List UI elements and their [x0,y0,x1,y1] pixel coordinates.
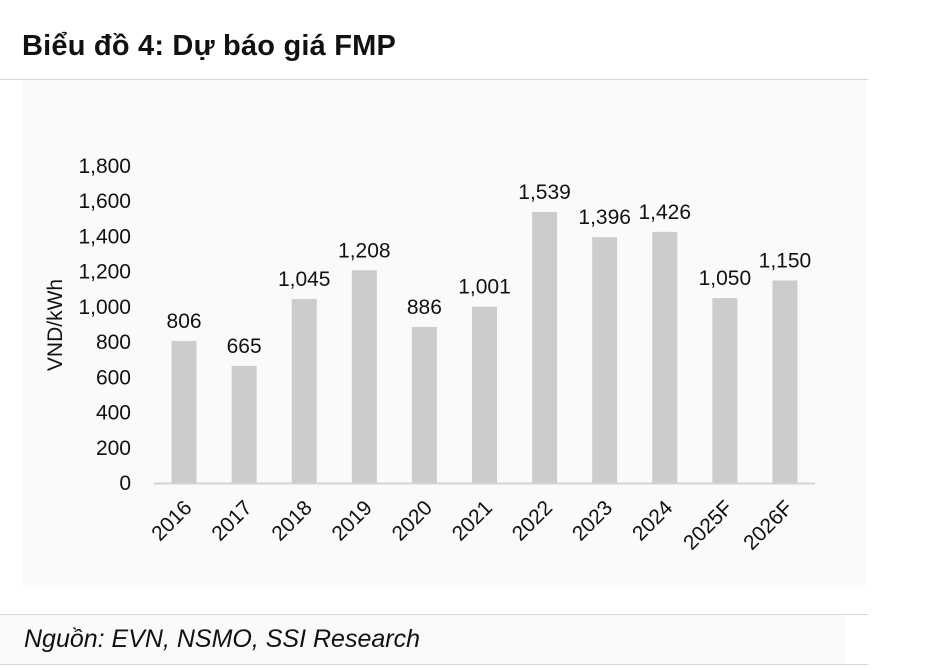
bar-2025f [712,298,738,483]
data-label: 1,539 [518,181,571,204]
x-tick-label: 2021 [448,496,497,545]
source-panel [0,615,845,664]
data-label: 1,208 [338,239,391,262]
y-tick-label: 800 [96,331,131,354]
y-tick-label: 1,600 [78,190,131,213]
bar-2026f [772,280,798,483]
bar-2018 [291,298,317,483]
x-tick-label: 2026F [739,496,797,554]
y-tick-label: 600 [96,366,131,389]
data-label: 1,001 [458,276,511,299]
bar-2023 [592,237,618,483]
source-note: Nguồn: EVN, NSMO, SSI Research [24,625,420,653]
data-label: 806 [167,310,202,333]
data-label: 1,050 [699,267,752,290]
footer-divider [0,614,868,615]
x-tick-label: 2023 [568,496,617,545]
bottom-divider [0,664,868,665]
y-tick-label: 1,800 [78,155,131,178]
x-tick-label: 2022 [508,496,557,545]
value-labels: 806 665 1,045 1,208 886 1,001 1,539 1,396 1,426 1… [167,181,812,358]
y-tick-label: 400 [96,402,131,425]
data-label: 665 [227,335,262,358]
x-tick-label: 2019 [328,496,377,545]
bar-2016 [171,341,197,483]
y-tick-label: 1,400 [78,225,131,248]
bar-2019 [351,270,377,483]
x-tick-label: 2018 [267,496,316,545]
bar-2020 [411,326,437,483]
y-tick-label: 1,000 [78,296,131,319]
x-tick-label: 2016 [147,496,196,545]
bar-2017 [231,365,257,483]
chart-title: Biểu đồ 4: Dự báo giá FMP [22,30,397,62]
data-label: 1,045 [278,268,331,291]
data-label: 1,426 [638,201,691,224]
x-tick-label: 2024 [628,496,678,546]
top-divider [0,79,868,80]
x-tick-label: 2017 [207,496,256,545]
x-tick-label: 2025F [679,496,737,554]
x-axis-ticks: 2016 2017 2018 2019 2020 2021 2022 2023 2024 2025… [147,496,797,555]
y-tick-label: 1,200 [78,261,131,284]
y-tick-label: 0 [119,472,131,495]
bar-2022 [532,211,558,483]
data-label: 1,150 [759,249,812,272]
bars [171,211,798,483]
data-label: 1,396 [578,206,631,229]
bar-2021 [472,306,497,483]
data-label: 886 [407,296,442,319]
y-axis-ticks: 0 200 400 600 800 1,000 1,200 1,400 1,600 1,800 [78,155,131,495]
y-axis-label: VND/kWh [44,279,67,371]
y-tick-label: 200 [96,437,131,460]
bar-2024 [652,231,678,483]
x-tick-label: 2020 [388,496,437,545]
